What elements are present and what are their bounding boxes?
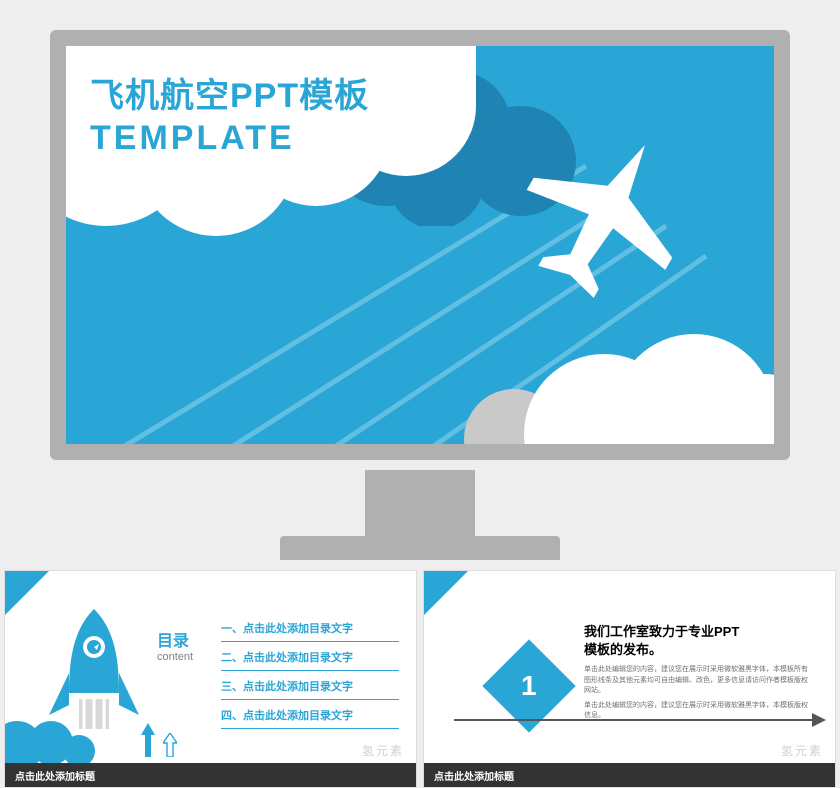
contents-list: 一、点击此处添加目录文字 二、点击此处添加目录文字 三、点击此处添加目录文字 四… [221,613,399,729]
thumb-slide-3[interactable]: 1 我们工作室致力于专业PPT模板的发布。 单击此处编辑您的内容，建议您在展示时… [423,570,836,788]
thumbnail-row: 目录 content 一、点击此处添加目录文字 二、点击此处添加目录文字 三、点… [0,570,840,788]
section-body-1: 单击此处编辑您的内容，建议您在展示时采用微软雅黑字体，本模板所有图形线条及其他元… [584,665,814,697]
slide-title-block: 飞机航空PPT模板 TEMPLATE [90,68,369,158]
section-heading: 我们工作室致力于专业PPT模板的发布。 [584,623,814,659]
cloud-small [4,705,99,765]
contents-item: 四、点击此处添加目录文字 [221,700,399,729]
slide-footer-text: 点击此处添加标题 [15,768,95,783]
monitor-bezel: 飞机航空PPT模板 TEMPLATE [50,30,790,460]
up-arrow-icon [141,723,155,757]
contents-item: 一、点击此处添加目录文字 [221,613,399,642]
contents-item: 三、点击此处添加目录文字 [221,671,399,700]
section-number: 1 [521,670,537,702]
monitor-base [280,536,560,560]
watermark: 氢元素 [362,742,404,759]
contents-item: 二、点击此处添加目录文字 [221,642,399,671]
slide-footer-bar: 点击此处添加标题 [5,763,416,787]
slide-footer-bar: 点击此处添加标题 [424,763,835,787]
slide-footer-text: 点击此处添加标题 [434,768,514,783]
arrow-divider [454,719,824,721]
airplane-icon [514,126,694,306]
thumb-slide-2[interactable]: 目录 content 一、点击此处添加目录文字 二、点击此处添加目录文字 三、点… [4,570,417,788]
corner-accent [424,571,468,615]
contents-heading-cn: 目录 [157,627,193,651]
slide-title-en: TEMPLATE [90,119,369,158]
cloud-bottom-right [514,304,774,444]
slide-title-cn: 飞机航空PPT模板 [90,68,369,117]
watermark: 氢元素 [781,742,823,759]
monitor-stand [365,470,475,540]
section-text: 我们工作室致力于专业PPT模板的发布。 单击此处编辑您的内容，建议您在展示时采用… [584,623,814,722]
contents-heading: 目录 content [157,627,193,663]
contents-heading-en: content [157,651,193,663]
monitor-preview: 飞机航空PPT模板 TEMPLATE [0,0,840,560]
main-slide: 飞机航空PPT模板 TEMPLATE [66,46,774,444]
up-arrow-icon [163,733,177,757]
